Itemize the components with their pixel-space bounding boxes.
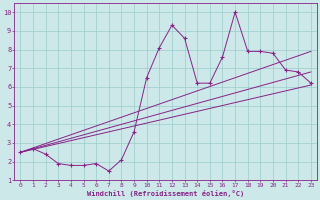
X-axis label: Windchill (Refroidissement éolien,°C): Windchill (Refroidissement éolien,°C) [87,190,244,197]
